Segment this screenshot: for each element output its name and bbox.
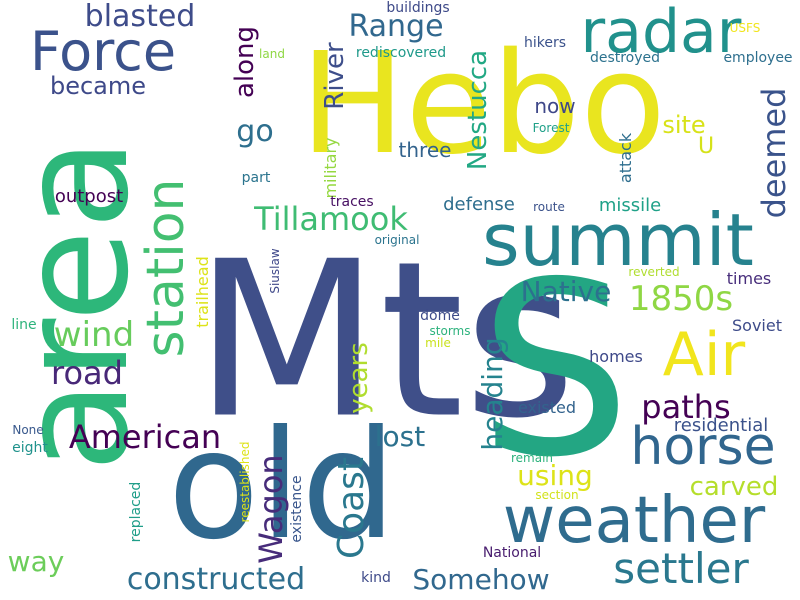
- word-defense: defense: [443, 194, 515, 215]
- word-line: line: [11, 317, 37, 333]
- word-horse: horse: [630, 417, 776, 477]
- word-original: original: [374, 233, 420, 247]
- word-river: River: [320, 42, 350, 110]
- word-siuslaw: Siuslaw: [268, 248, 282, 294]
- word-along: along: [230, 25, 260, 99]
- word-tillamook: Tillamook: [254, 200, 408, 238]
- word-destroyed: destroyed: [589, 50, 661, 66]
- word-american: American: [68, 418, 222, 456]
- word-national: National: [482, 545, 542, 561]
- word-weather: weather: [502, 484, 766, 558]
- word-buildings: buildings: [386, 0, 450, 16]
- word-settler: settler: [613, 544, 749, 593]
- word-force: Force: [29, 20, 177, 83]
- word-somehow: Somehow: [412, 563, 550, 596]
- word-reverted: reverted: [628, 265, 680, 279]
- word-homes: homes: [589, 347, 643, 366]
- word-existence: existence: [289, 475, 305, 543]
- word-military: military: [321, 137, 340, 199]
- word-wagon: Wagon: [252, 454, 290, 564]
- word-three: three: [398, 138, 452, 162]
- word-usfs: USFS: [729, 21, 761, 35]
- word-outpost: outpost: [54, 186, 124, 207]
- word-road: road: [51, 354, 123, 392]
- word-soviet: Soviet: [732, 316, 782, 335]
- word-attack: attack: [616, 132, 635, 184]
- word-nestucca: Nestucca: [463, 49, 493, 171]
- word-s: S: [478, 230, 632, 510]
- word-paths: paths: [641, 388, 731, 426]
- word-years: years: [344, 342, 374, 414]
- word-carved: carved: [689, 472, 779, 502]
- word-hebo: Hebo: [300, 23, 666, 186]
- word-existed: existed: [517, 398, 577, 417]
- word-kind: kind: [361, 570, 391, 586]
- word-residential: residential: [673, 415, 769, 436]
- word-rediscovered: rediscovered: [355, 45, 447, 61]
- word-became: became: [49, 72, 147, 100]
- word-deemed: deemed: [755, 87, 793, 219]
- word-reestablished: reestablished: [238, 441, 252, 523]
- word-range: Range: [348, 9, 444, 44]
- word-eight: eight: [12, 440, 48, 456]
- word-hikers: hikers: [523, 35, 567, 51]
- word-wind: wind: [53, 315, 135, 355]
- word-using: using: [517, 459, 593, 492]
- word-blasted: blasted: [84, 0, 196, 34]
- word-1850s: 1850s: [628, 279, 734, 319]
- word-lost: lost: [374, 420, 426, 453]
- word-employee: employee: [723, 50, 793, 66]
- word-remain: remain: [510, 451, 554, 465]
- word-site: site: [662, 111, 706, 139]
- word-coast: Coast: [331, 456, 372, 560]
- word-none: None: [12, 423, 44, 437]
- word-go: go: [236, 114, 274, 149]
- word-radar: radar: [580, 0, 742, 67]
- word-part: part: [241, 170, 271, 186]
- word-land: land: [259, 47, 285, 61]
- word-mts: Mts: [194, 214, 576, 466]
- word-times: times: [726, 269, 772, 288]
- word-forest: Forest: [532, 121, 570, 135]
- word-route: route: [533, 200, 565, 214]
- word-traces: traces: [330, 194, 374, 210]
- word-section: section: [535, 488, 579, 502]
- word-now: now: [534, 94, 576, 118]
- word-air: Air: [662, 320, 746, 390]
- word-u: U: [697, 134, 715, 159]
- word-mile: mile: [425, 336, 451, 350]
- word-summit: summit: [482, 198, 754, 282]
- word-heading: heading: [476, 337, 509, 451]
- word-station: station: [136, 178, 196, 358]
- word-missile: missile: [598, 195, 662, 216]
- word-dome: dome: [420, 308, 460, 324]
- word-storms: storms: [429, 324, 471, 338]
- word-constructed: constructed: [126, 562, 306, 597]
- word-way: way: [7, 545, 65, 578]
- word-old: old: [167, 399, 397, 573]
- word-trailhead: trailhead: [193, 256, 212, 328]
- word-replaced: replaced: [128, 481, 144, 543]
- word-native: Native: [520, 275, 612, 308]
